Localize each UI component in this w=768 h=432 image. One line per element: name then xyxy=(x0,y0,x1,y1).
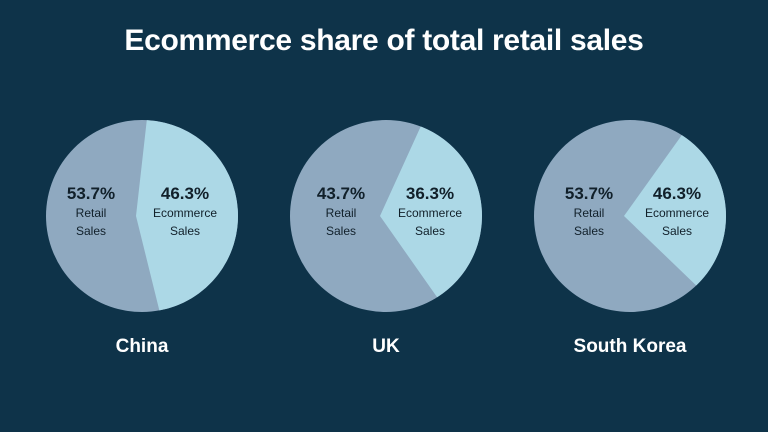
ecommerce-name-line1: Ecommerce xyxy=(644,206,709,220)
retail-name-line2: Sales xyxy=(75,224,107,238)
ecommerce-name-line1: Ecommerce xyxy=(152,206,217,220)
pie-chart-uk: 43.7% Retail Sales 36.3% Ecommerce Sales xyxy=(288,118,484,314)
pie-chart-south-korea: 53.7% Retail Sales 46.3% Ecommerce Sales xyxy=(532,118,728,314)
retail-name-line2: Sales xyxy=(573,224,605,238)
ecommerce-percent: 46.3% xyxy=(160,184,210,203)
ecommerce-slice-label: 46.3% Ecommerce Sales xyxy=(632,184,722,240)
ecommerce-percent: 36.3% xyxy=(405,184,455,203)
pie-label-south-korea: South Korea xyxy=(573,336,687,357)
ecommerce-slice xyxy=(380,126,482,298)
ecommerce-slice-label: 36.3% Ecommerce Sales xyxy=(385,184,475,240)
pie-svg-south-korea xyxy=(534,120,726,312)
pie-label-china: China xyxy=(115,336,169,357)
ecommerce-name-line2: Sales xyxy=(661,224,693,238)
pie-chart-china: 53.7% Retail Sales 46.3% Ecommerce Sales xyxy=(44,118,240,314)
retail-name-line1: Retail xyxy=(325,206,357,220)
ecommerce-percent: 46.3% xyxy=(652,184,702,203)
retail-slice-label: 43.7% Retail Sales xyxy=(296,184,386,240)
pie-svg-china xyxy=(46,120,238,312)
chart-title: Ecommerce share of total retail sales xyxy=(124,24,644,57)
retail-percent: 53.7% xyxy=(66,184,116,203)
ecommerce-name-line1: Ecommerce xyxy=(397,206,462,220)
ecommerce-slice-label: 46.3% Ecommerce Sales xyxy=(140,184,230,240)
retail-name-line1: Retail xyxy=(573,206,605,220)
retail-name-line2: Sales xyxy=(325,224,357,238)
ecommerce-name-line2: Sales xyxy=(414,224,446,238)
retail-name-line1: Retail xyxy=(75,206,107,220)
retail-slice-label: 53.7% Retail Sales xyxy=(544,184,634,240)
ecommerce-slice xyxy=(136,120,238,311)
retail-slice-label: 53.7% Retail Sales xyxy=(46,184,136,240)
ecommerce-name-line2: Sales xyxy=(169,224,201,238)
ecommerce-slice xyxy=(624,135,726,286)
retail-percent: 53.7% xyxy=(564,184,614,203)
pie-label-uk: UK xyxy=(372,336,400,357)
pie-svg-uk xyxy=(290,120,482,312)
retail-percent: 43.7% xyxy=(316,184,366,203)
